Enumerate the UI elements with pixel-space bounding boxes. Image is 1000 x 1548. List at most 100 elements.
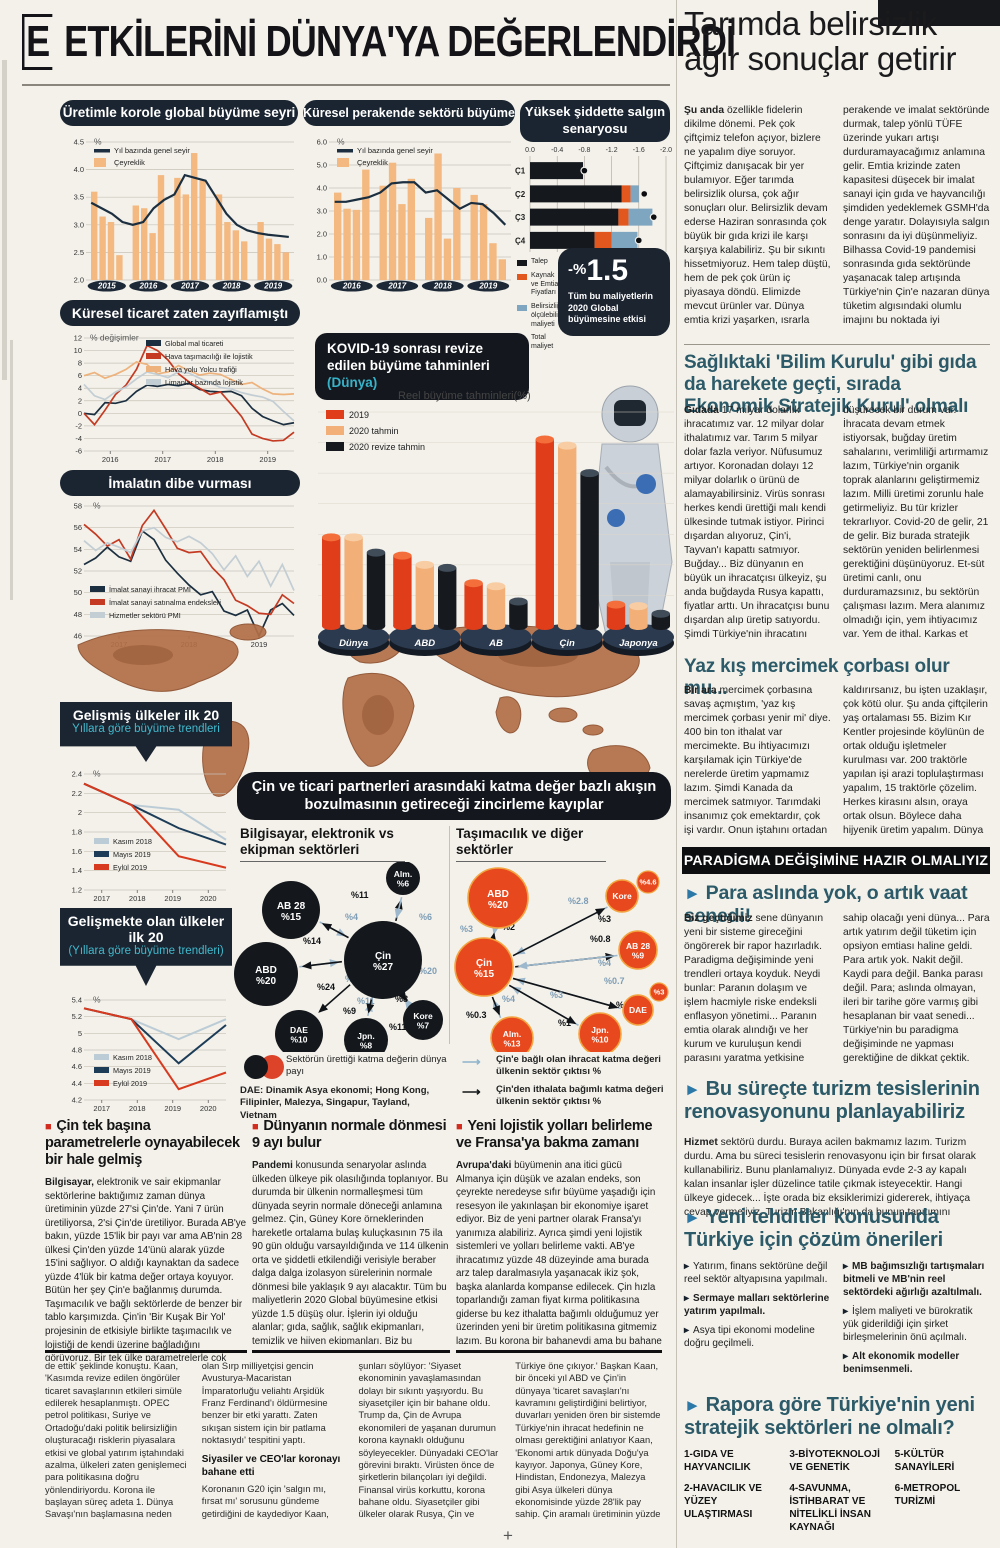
svg-text:%3: %3 [550, 990, 563, 1000]
network-title-left: Bilgisayar, elektronik vs ekipman sektör… [240, 826, 405, 863]
article-title: ■ Yeni lojistik yolları belirleme ve Fran… [456, 1118, 653, 1152]
column-divider [676, 0, 677, 1548]
svg-text:46: 46 [74, 632, 82, 641]
svg-text:%4.6: %4.6 [639, 878, 656, 887]
svg-text:% değişimler: % değişimler [90, 333, 139, 343]
svg-text:Japonya: Japonya [619, 638, 658, 649]
svg-text:%15: %15 [474, 969, 494, 980]
bullet-icon: ▸ [843, 1306, 849, 1317]
bullet-icon: ▸ [843, 1261, 849, 1272]
svg-text:Çeyreklik: Çeyreklik [114, 158, 145, 167]
svg-text:%27: %27 [373, 962, 393, 973]
headline-text: ETKİLERİNİ DÜNYA'YA DEĞERLENDİRDİ [64, 17, 736, 66]
svg-text:%3: %3 [460, 924, 473, 934]
svg-text:ABD: ABD [414, 638, 436, 649]
svg-text:Çin: Çin [476, 958, 492, 969]
svg-text:%7: %7 [417, 1021, 430, 1031]
legend-out-arrow: ⟶ Çin'den ithalata bağımlı katma değeri … [462, 1083, 664, 1108]
svg-text:Alm.: Alm. [394, 869, 412, 879]
svg-text:2019: 2019 [251, 640, 268, 649]
scan-artifact [2, 60, 7, 380]
svg-text:Çeyreklik: Çeyreklik [357, 158, 388, 167]
svg-text:-1.6: -1.6 [633, 147, 645, 154]
svg-text:8: 8 [78, 359, 82, 368]
tarim-body: Şu anda özellikle fidelerin dikilme döne… [684, 105, 990, 326]
svg-text:%8: %8 [395, 994, 408, 1004]
svg-text:%: % [93, 995, 101, 1005]
legend-item: Belirsizliğin ölçülebilir maliyeti [517, 303, 566, 329]
svg-text:2020: 2020 [200, 894, 217, 903]
svg-text:2019: 2019 [478, 282, 497, 291]
salgin-legend: Talep Kaynak ve Emtia Fiyatları Belirsiz… [517, 258, 566, 357]
svg-text:-2.0: -2.0 [660, 147, 672, 154]
bullet-icon: ▸ [684, 1293, 690, 1304]
red-square-icon: ■ [45, 1121, 52, 1133]
svg-text:0.0: 0.0 [317, 276, 327, 285]
svg-text:2018: 2018 [222, 282, 241, 291]
sector-item: 3-BİYOTEKNOLOJİ VE GENETİK [789, 1449, 880, 1473]
svg-text:4: 4 [78, 384, 82, 393]
chart-title-ticaret: Küresel ticaret zaten zayıflamıştı [60, 300, 300, 326]
svg-text:Kasım 2018: Kasım 2018 [113, 837, 152, 846]
svg-text:%14: %14 [303, 936, 321, 946]
svg-text:5.2: 5.2 [72, 1012, 82, 1021]
arrow-right-icon: ► [684, 1080, 701, 1099]
mercimek-title: Yaz kış mercimek çorbası olur mu... [684, 656, 950, 700]
svg-text:2017: 2017 [154, 455, 171, 464]
svg-text:Limanlar bazında lojistik: Limanlar bazında lojistik [165, 378, 243, 387]
tasimacilik-network: %3 %2 %2.8 %3 %0.8 %4 %0.7 %5 %3 %1 %4 %0.3 Çin %15 AB… [452, 862, 672, 1060]
svg-text:4.0: 4.0 [74, 165, 84, 174]
svg-text:ABD: ABD [487, 889, 509, 900]
arrow-right-icon: ► [684, 1396, 701, 1415]
legend-item: Kaynak ve Emtia Fiyatları [517, 272, 563, 298]
svg-text:%13: %13 [503, 1039, 520, 1049]
svg-text:5.0: 5.0 [317, 161, 327, 170]
headline-rule [22, 84, 670, 86]
svg-text:2018: 2018 [207, 455, 224, 464]
svg-text:52: 52 [74, 567, 82, 576]
svg-text:Alm.: Alm. [503, 1029, 521, 1039]
svg-text:3.0: 3.0 [317, 207, 327, 216]
svg-text:4.8: 4.8 [72, 1046, 82, 1055]
svg-text:Yıl bazında genel seyir: Yıl bazında genel seyir [357, 146, 433, 155]
sector-item: 1-GIDA VE HAYVANCILIK [684, 1449, 751, 1473]
chart-title-perakende: Küresel perakende sektörü büyüme [303, 100, 515, 126]
svg-text:2016: 2016 [102, 455, 119, 464]
legend-in-arrow: ⟶ Çin'e bağlı olan ihracat katma değeri … [462, 1054, 661, 1078]
gelismekte-banner: Gelişmekte olan ülkeler ilk 20 (Yıllara … [60, 908, 232, 986]
light-arrow-icon: ⟶ [462, 1054, 481, 1069]
paradigma-banner: PARADİGMA DEĞİŞİMİNE HAZIR OLMALIYIZ [682, 847, 990, 874]
svg-text:%15: %15 [281, 912, 301, 923]
svg-text:2015: 2015 [97, 282, 116, 291]
svg-text:2020 revize tahmin: 2020 revize tahmin [349, 442, 425, 452]
svg-text:0.0: 0.0 [525, 147, 535, 154]
svg-text:6.0: 6.0 [317, 138, 327, 147]
svg-text:%5: %5 [616, 1000, 629, 1010]
para-body: Biz geçtiğimiz sene dünyanın yeni bir si… [684, 913, 990, 1064]
gelismis-banner: Gelişmiş ülkeler ilk 20 Yıllara göre büy… [60, 702, 232, 762]
adjacent-page-artifact [878, 0, 1000, 26]
svg-text:-0.4: -0.4 [551, 147, 563, 154]
mercimek-body: Bir ara mercimek çorbasına savaş açmıştı… [684, 685, 988, 836]
svg-text:58: 58 [74, 502, 82, 511]
svg-text:İmalat sanayi satınalma endeks: İmalat sanayi satınalma endeksleri [109, 598, 221, 607]
svg-text:AB: AB [488, 638, 503, 649]
svg-text:6: 6 [78, 371, 82, 380]
svg-text:%1: %1 [558, 1018, 571, 1028]
svg-text:Ç3: Ç3 [515, 213, 526, 222]
chart-title-salgin: Yüksek şiddette salgın senaryosu [520, 100, 670, 142]
svg-text:Jpn.: Jpn. [357, 1031, 374, 1041]
svg-text:Mayıs 2019: Mayıs 2019 [113, 850, 151, 859]
turizm-body: Hizmet sektörü durdu. Buraya acilen bakm… [684, 1137, 976, 1222]
svg-text:Eylül 2019: Eylül 2019 [113, 1079, 147, 1088]
svg-text:-4: -4 [75, 434, 82, 443]
article-normale-donus: ■ Dünyanın normale dönmesi 9 ayı bulur Pa… [252, 1118, 450, 1353]
svg-text:%9: %9 [343, 1006, 356, 1016]
svg-text:%3: %3 [654, 988, 665, 997]
svg-text:2017: 2017 [93, 1104, 110, 1113]
dark-arrow-icon: ⟶ [462, 1083, 481, 1099]
legend-item: Talep [517, 258, 563, 267]
svg-text:2.0: 2.0 [74, 276, 84, 285]
svg-text:%20: %20 [419, 966, 437, 976]
